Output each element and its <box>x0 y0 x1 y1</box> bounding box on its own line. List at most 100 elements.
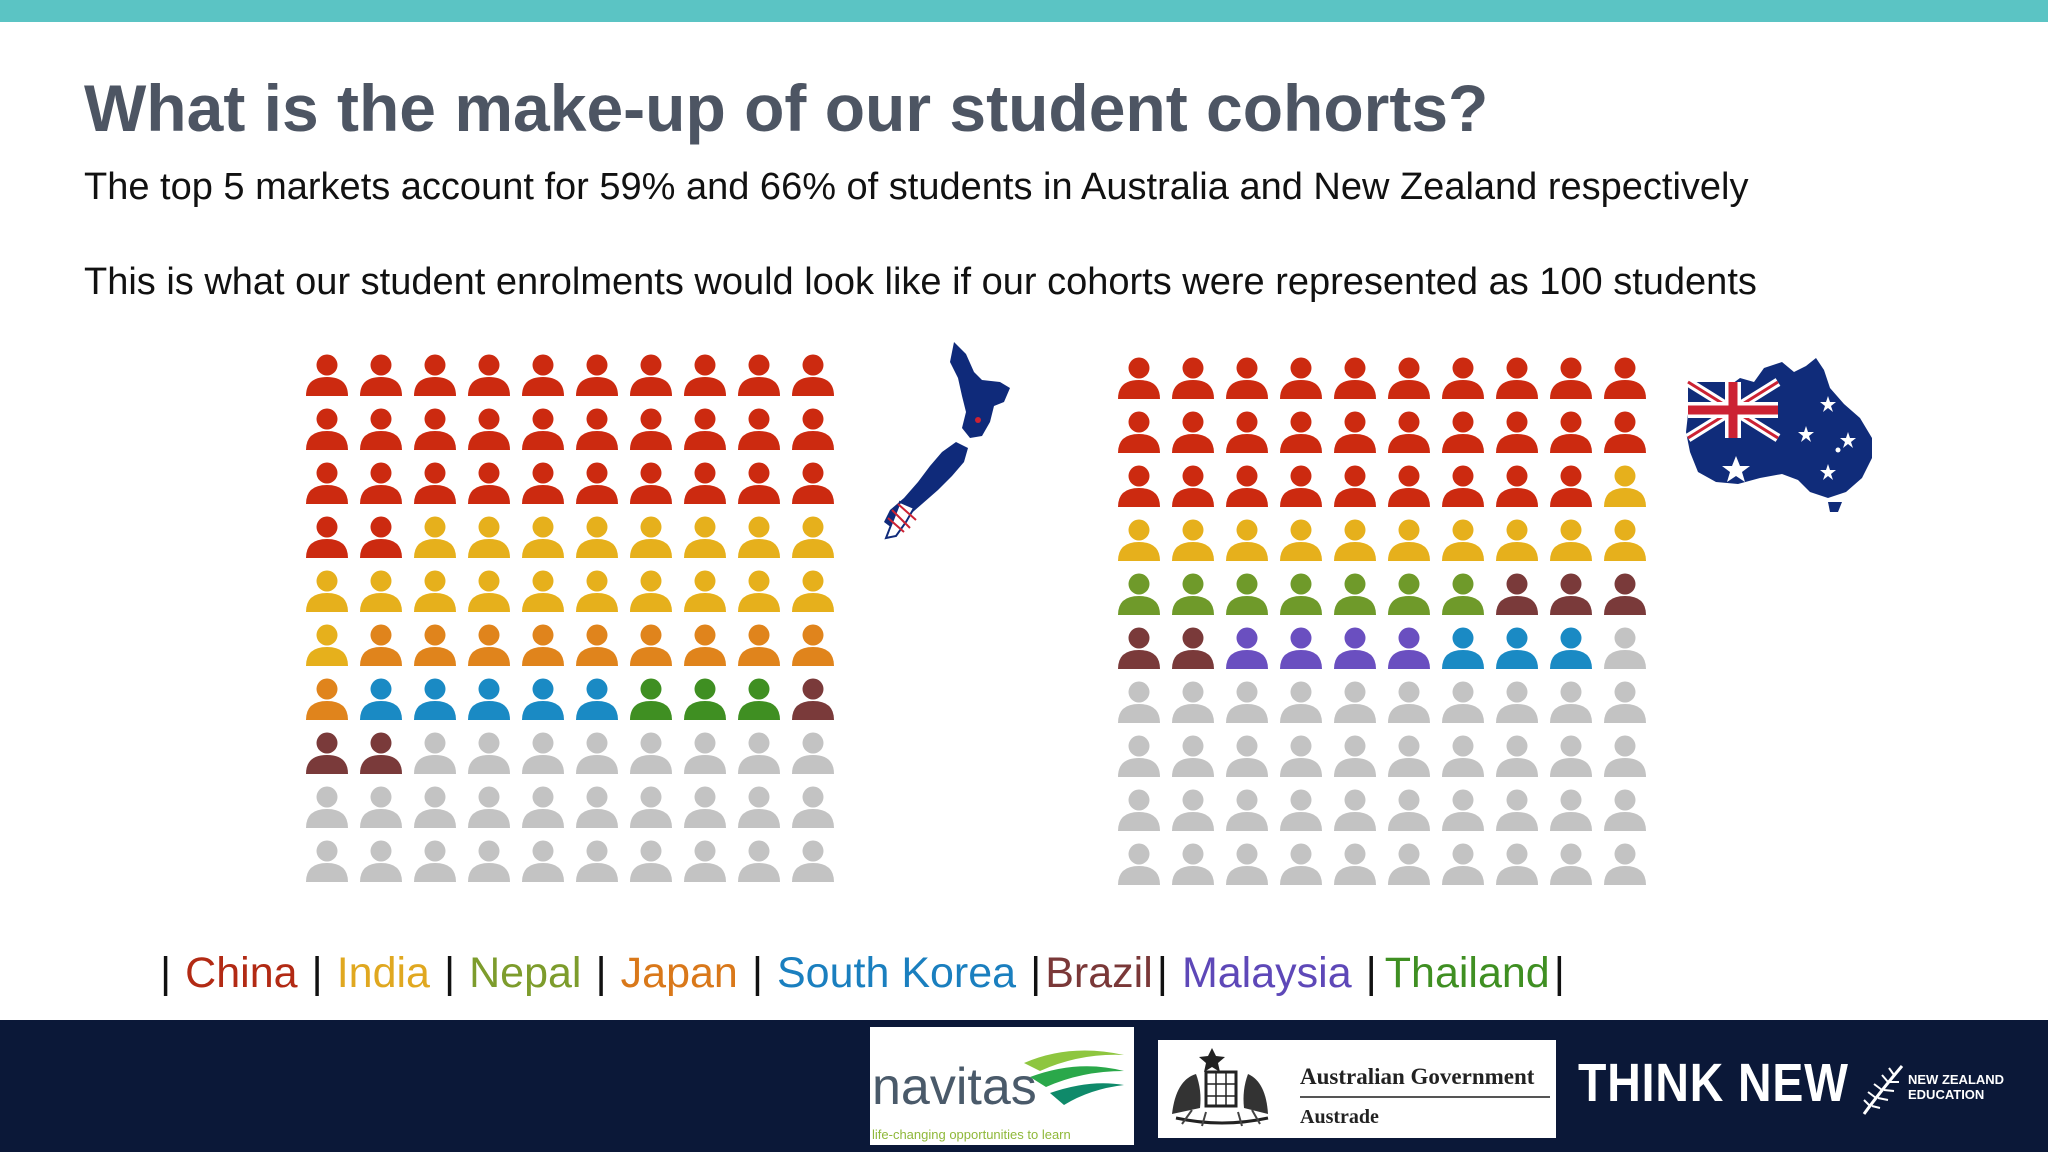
slide-title: What is the make-up of our student cohor… <box>84 71 1489 145</box>
legend-separator: | <box>443 949 456 997</box>
person-icon-china <box>738 408 780 450</box>
person-icon-india <box>630 570 672 612</box>
navitas-logo-name: navitas <box>872 1058 1037 1116</box>
person-icon-china <box>1496 357 1538 399</box>
person-icon-india <box>630 516 672 558</box>
legend-separator: | <box>595 949 607 997</box>
person-icon-india <box>1334 519 1376 561</box>
person-icon-brazil <box>360 732 402 774</box>
person-icon-nepal <box>1334 573 1376 615</box>
person-icon-china <box>522 462 564 504</box>
person-icon-other <box>1604 789 1646 831</box>
person-icon-other <box>1550 843 1592 885</box>
person-icon-other <box>522 840 564 882</box>
legend-item-japan: Japan <box>620 949 738 997</box>
person-icon-other <box>576 840 618 882</box>
person-icon-other <box>1334 789 1376 831</box>
person-icon-other <box>1118 843 1160 885</box>
person-icon-thailand <box>630 678 672 720</box>
person-icon-other <box>1496 789 1538 831</box>
person-icon-japan <box>792 624 834 666</box>
person-icon-other <box>684 840 726 882</box>
person-icon-japan <box>468 624 510 666</box>
person-icon-india <box>522 570 564 612</box>
person-icon-india <box>1226 519 1268 561</box>
person-icon-china <box>1604 411 1646 453</box>
person-icon-china <box>522 354 564 396</box>
person-icon-other <box>738 840 780 882</box>
person-icon-china <box>1172 465 1214 507</box>
person-icon-other <box>1226 843 1268 885</box>
person-icon-thailand <box>738 678 780 720</box>
person-icon-china <box>1496 465 1538 507</box>
person-icon-other <box>1172 735 1214 777</box>
person-icon-china <box>1280 465 1322 507</box>
person-icon-china <box>306 462 348 504</box>
person-icon-china <box>1226 465 1268 507</box>
person-icon-china <box>1550 357 1592 399</box>
person-icon-india <box>1280 519 1322 561</box>
person-icon-other <box>1280 681 1322 723</box>
person-icon-brazil <box>1172 627 1214 669</box>
person-icon-other <box>1550 789 1592 831</box>
person-icon-china <box>1496 411 1538 453</box>
legend-separator: | <box>1553 949 1565 997</box>
person-icon-other <box>1334 843 1376 885</box>
person-icon-other <box>1280 789 1322 831</box>
person-icon-japan <box>630 624 672 666</box>
person-icon-brazil <box>1604 573 1646 615</box>
person-icon-south-korea <box>1442 627 1484 669</box>
person-icon-brazil <box>1118 627 1160 669</box>
legend-item-brazil: Brazil <box>1045 949 1153 997</box>
person-icon-india <box>792 516 834 558</box>
person-icon-other <box>576 732 618 774</box>
legend: | China | India | Nepal | Japan | South Korea |Bra… <box>160 945 1565 1001</box>
person-icon-china <box>630 462 672 504</box>
person-icon-south-korea <box>468 678 510 720</box>
person-icon-china <box>1172 411 1214 453</box>
person-icon-nepal <box>1388 573 1430 615</box>
person-icon-other <box>1388 735 1430 777</box>
person-icon-india <box>414 516 456 558</box>
person-icon-china <box>1442 465 1484 507</box>
person-icon-india <box>360 570 402 612</box>
person-icon-india <box>1388 519 1430 561</box>
person-icon-china <box>360 408 402 450</box>
person-icon-china <box>1604 357 1646 399</box>
person-icon-other <box>1442 735 1484 777</box>
person-icon-other <box>522 786 564 828</box>
slide-subtitle-2: This is what our student enrolments woul… <box>84 261 1757 303</box>
person-icon-other <box>792 840 834 882</box>
person-icon-china <box>1226 411 1268 453</box>
austrade-logo: Australian Government Austrade <box>1158 1040 1556 1138</box>
person-icon-other <box>1442 681 1484 723</box>
austrade-logo-line1: Australian Government <box>1300 1064 1535 1089</box>
person-icon-brazil <box>1496 573 1538 615</box>
person-icon-india <box>1118 519 1160 561</box>
person-icon-other <box>1280 843 1322 885</box>
person-icon-china <box>360 516 402 558</box>
person-icon-south-korea <box>522 678 564 720</box>
person-icon-india <box>576 570 618 612</box>
person-icon-india <box>306 624 348 666</box>
person-icon-other <box>1550 735 1592 777</box>
person-icon-other <box>1442 789 1484 831</box>
person-icon-brazil <box>792 678 834 720</box>
nz-education-line2: EDUCATION <box>1908 1087 1985 1102</box>
person-icon-china <box>576 408 618 450</box>
person-icon-india <box>414 570 456 612</box>
person-icon-other <box>1496 843 1538 885</box>
person-icon-south-korea <box>1550 627 1592 669</box>
legend-separator: | <box>311 949 323 997</box>
person-icon-china <box>1280 357 1322 399</box>
person-icon-other <box>468 786 510 828</box>
person-icon-china <box>360 462 402 504</box>
legend-item-china: China <box>185 949 298 997</box>
person-icon-india <box>576 516 618 558</box>
person-icon-other <box>414 732 456 774</box>
person-icon-china <box>468 462 510 504</box>
person-icon-china <box>1118 465 1160 507</box>
think-new-logo: THINK NEW <box>1578 1053 1849 1113</box>
navitas-logo: navitas life-changing opportunities to l… <box>870 1027 1134 1145</box>
person-icon-other <box>738 786 780 828</box>
